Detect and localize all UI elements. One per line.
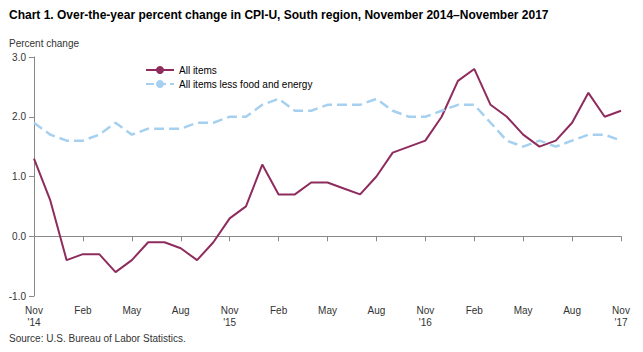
svg-text:May: May bbox=[514, 305, 533, 316]
svg-text:May: May bbox=[122, 305, 141, 316]
svg-text:Chart 1. Over-the-year percent: Chart 1. Over-the-year percent change in… bbox=[9, 8, 549, 22]
svg-text:Nov: Nov bbox=[416, 305, 434, 316]
svg-text:Feb: Feb bbox=[270, 305, 288, 316]
svg-text:Aug: Aug bbox=[368, 305, 386, 316]
svg-text:'14: '14 bbox=[27, 317, 40, 328]
svg-text:May: May bbox=[318, 305, 337, 316]
svg-text:0.0: 0.0 bbox=[12, 231, 26, 242]
svg-text:Source: U.S. Bureau of Labor S: Source: U.S. Bureau of Labor Statistics. bbox=[9, 333, 186, 344]
svg-text:3.0: 3.0 bbox=[12, 52, 26, 63]
svg-text:2.0: 2.0 bbox=[12, 111, 26, 122]
svg-text:Feb: Feb bbox=[466, 305, 484, 316]
svg-text:Nov: Nov bbox=[221, 305, 239, 316]
svg-text:Aug: Aug bbox=[172, 305, 190, 316]
svg-text:'17: '17 bbox=[614, 317, 627, 328]
svg-text:Percent change: Percent change bbox=[9, 38, 79, 49]
svg-text:All items: All items bbox=[179, 65, 217, 76]
svg-text:Aug: Aug bbox=[563, 305, 581, 316]
svg-text:'16: '16 bbox=[419, 317, 432, 328]
svg-text:Nov: Nov bbox=[612, 305, 630, 316]
svg-text:Feb: Feb bbox=[74, 305, 92, 316]
svg-text:Nov: Nov bbox=[25, 305, 43, 316]
svg-text:-1.0: -1.0 bbox=[9, 291, 27, 302]
svg-text:1.0: 1.0 bbox=[12, 171, 26, 182]
svg-text:'15: '15 bbox=[223, 317, 236, 328]
svg-text:All items less food and energy: All items less food and energy bbox=[179, 79, 312, 90]
